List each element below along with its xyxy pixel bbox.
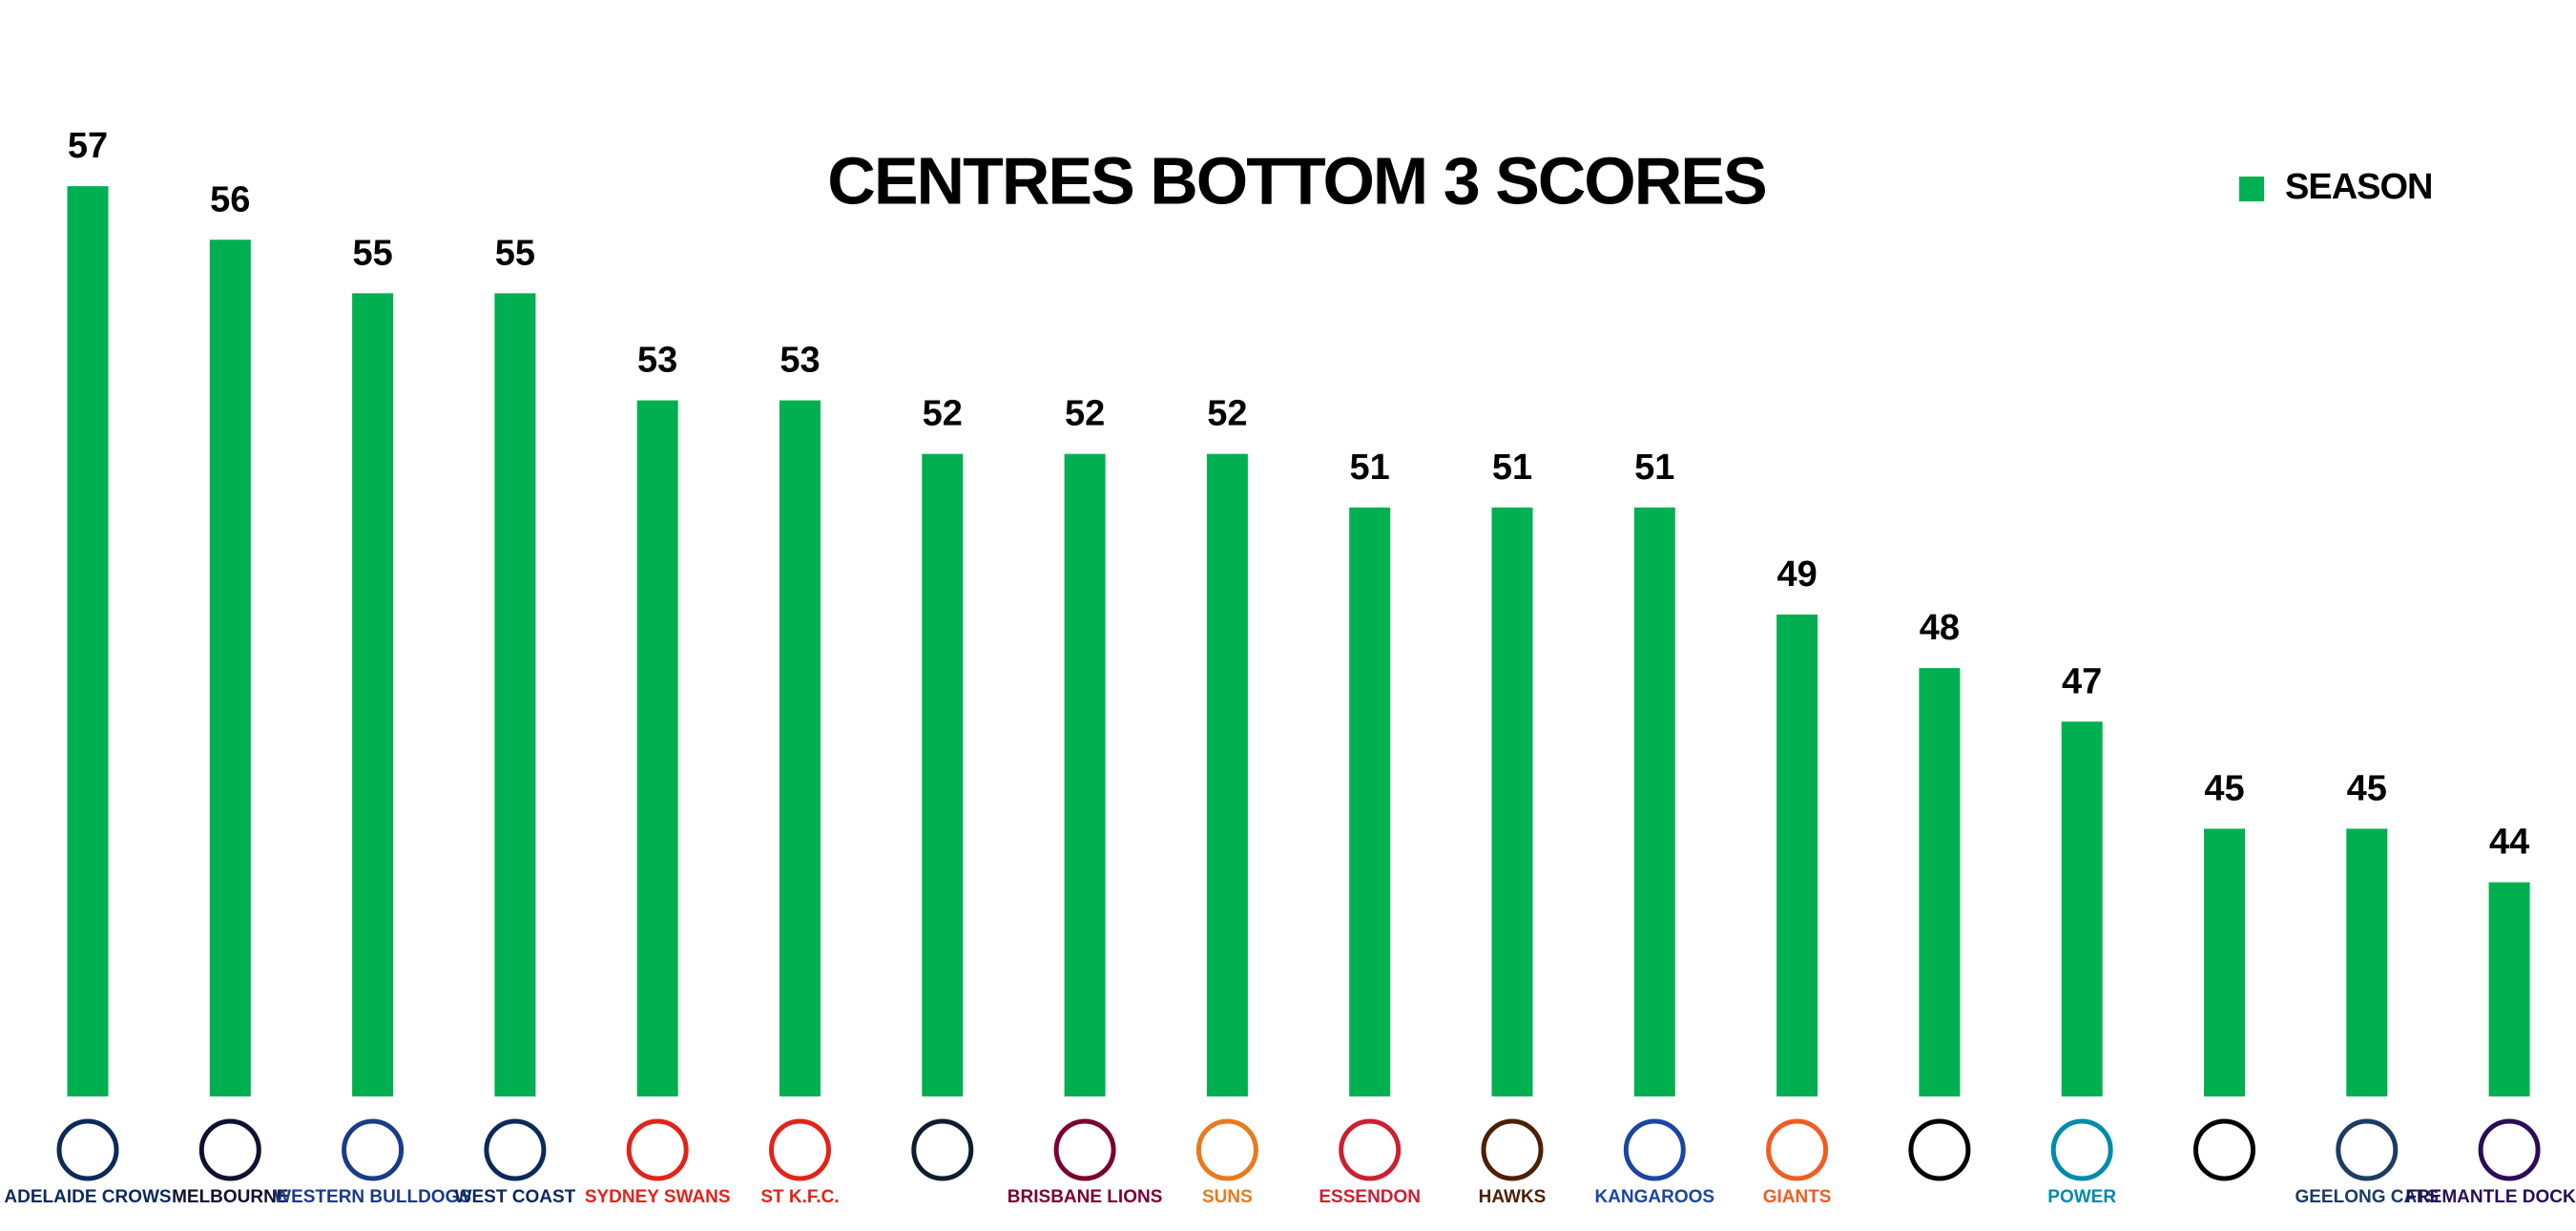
logo-emblem <box>2193 1118 2255 1181</box>
value-label: 51 <box>1634 448 1674 488</box>
bar <box>1633 507 1675 1096</box>
value-label: 55 <box>352 233 392 273</box>
x-tick-label: GIANTS <box>1763 1187 1832 1207</box>
team-logo: WESTERN BULLDOGS <box>274 1118 471 1207</box>
logo-emblem <box>911 1118 974 1181</box>
team-logo: ST K.F.C. <box>760 1118 840 1207</box>
logo-emblem <box>1908 1118 1971 1181</box>
x-tick-label: BRISBANE LIONS <box>1008 1187 1163 1207</box>
logo-emblem <box>56 1118 119 1181</box>
value-label: 51 <box>1492 448 1532 488</box>
team-logo: MELBOURNE <box>172 1118 289 1207</box>
logo-emblem <box>2478 1118 2541 1181</box>
x-tick-label: SYDNEY SWANS <box>585 1187 731 1207</box>
team-logo: ESSENDON <box>1319 1118 1421 1207</box>
bar <box>1776 615 1818 1096</box>
x-tick-label: GEELONG CATS <box>2295 1187 2439 1207</box>
team-logo: FREMANTLE DOCKERS <box>2405 1118 2576 1207</box>
x-tick-label: ESSENDON <box>1319 1187 1421 1207</box>
logo-emblem <box>769 1118 831 1181</box>
legend-swatch <box>2239 177 2264 201</box>
team-logo: SUNS <box>1195 1118 1258 1207</box>
team-logo <box>911 1118 974 1181</box>
team-logo: HAWKS <box>1479 1118 1547 1207</box>
bar <box>494 293 536 1096</box>
value-label: 53 <box>779 341 820 381</box>
x-tick-label: FREMANTLE DOCKERS <box>2405 1187 2576 1207</box>
logo-emblem <box>342 1118 405 1181</box>
logo-emblem <box>1766 1118 1829 1181</box>
x-tick-label: ST K.F.C. <box>760 1187 839 1207</box>
logo-emblem <box>484 1118 547 1181</box>
x-tick-label: MELBOURNE <box>172 1187 288 1207</box>
logo-emblem <box>1053 1118 1116 1181</box>
bar <box>2346 828 2388 1096</box>
bar <box>2204 828 2245 1096</box>
team-logo: SYDNEY SWANS <box>585 1118 731 1207</box>
bar <box>1206 453 1248 1097</box>
team-logo: GIANTS <box>1763 1118 1832 1207</box>
value-label: 47 <box>2062 661 2102 701</box>
x-tick-label: KANGAROOS <box>1594 1187 1714 1207</box>
bar <box>636 400 678 1096</box>
bar <box>1349 507 1391 1096</box>
value-label: 51 <box>1350 448 1390 488</box>
logo-emblem <box>1195 1118 1258 1181</box>
logo-emblem <box>1481 1118 1544 1181</box>
x-tick-label: SUNS <box>1202 1187 1253 1207</box>
logo-emblem <box>2336 1118 2399 1181</box>
value-label: 49 <box>1776 554 1817 595</box>
x-tick-label: POWER <box>2047 1187 2116 1207</box>
legend-label: SEASON <box>2285 167 2432 207</box>
x-tick-label: WEST COAST <box>455 1187 576 1207</box>
team-logo: KANGAROOS <box>1594 1118 1714 1207</box>
team-logo <box>1908 1118 1971 1181</box>
logo-emblem <box>1623 1118 1686 1181</box>
team-logo: POWER <box>2047 1118 2116 1207</box>
x-tick-label: HAWKS <box>1479 1187 1547 1207</box>
team-logo: BRISBANE LIONS <box>1008 1118 1163 1207</box>
logo-emblem <box>626 1118 689 1181</box>
x-tick-label: ADELAIDE CROWS <box>4 1187 171 1207</box>
bar <box>922 453 964 1097</box>
bar <box>2061 721 2103 1096</box>
team-logo: GEELONG CATS <box>2295 1118 2439 1207</box>
x-tick-label: WESTERN BULLDOGS <box>274 1187 471 1207</box>
value-label: 44 <box>2489 823 2529 863</box>
bar <box>352 293 394 1096</box>
team-logo: WEST COAST <box>455 1118 576 1207</box>
value-label: 52 <box>923 394 963 434</box>
value-label: 53 <box>637 341 677 381</box>
value-label: 45 <box>2204 768 2244 808</box>
bar <box>1491 507 1533 1096</box>
team-logo: ADELAIDE CROWS <box>4 1118 172 1207</box>
logo-emblem <box>1339 1118 1402 1181</box>
logo-emblem <box>198 1118 261 1181</box>
value-label: 56 <box>210 179 250 219</box>
value-label: 52 <box>1207 394 1247 434</box>
chart-title: CENTRES BOTTOM 3 SCORES <box>827 143 1765 218</box>
bar <box>1919 668 1961 1096</box>
team-logo <box>2193 1118 2255 1181</box>
bar <box>67 186 109 1097</box>
logo-emblem <box>2050 1118 2113 1181</box>
bar <box>209 240 251 1096</box>
bar <box>2488 882 2530 1096</box>
bar <box>1064 453 1106 1097</box>
value-label: 48 <box>1920 608 1960 648</box>
value-label: 52 <box>1065 394 1105 434</box>
value-label: 45 <box>2347 768 2387 808</box>
bar <box>779 400 821 1096</box>
value-label: 55 <box>495 233 535 273</box>
value-label: 57 <box>68 126 108 166</box>
